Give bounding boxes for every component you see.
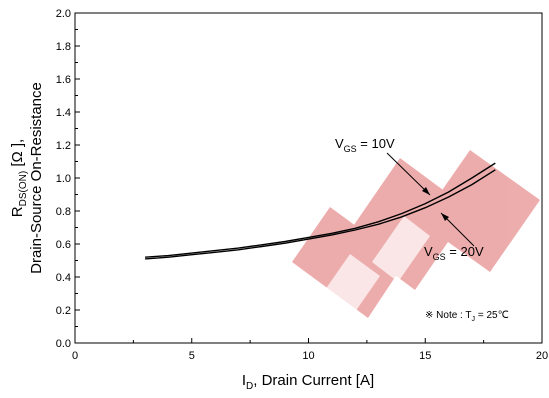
watermark-logo <box>292 150 540 322</box>
x-tick-label: 15 <box>419 350 431 362</box>
annotation-vgs-20v: VGS = 20V <box>424 244 484 262</box>
annotation-vgs-10v: VGS = 10V <box>335 136 395 154</box>
x-tick-label: 20 <box>536 350 548 362</box>
annotation-arrows <box>386 152 475 247</box>
series-line-vgs-20v <box>145 169 496 260</box>
y-tick-label: 1.0 <box>56 173 71 185</box>
y-tick-label: 0.8 <box>56 206 71 218</box>
y-tick-label: 1.2 <box>56 140 71 152</box>
y-tick-label: 0.0 <box>56 338 71 350</box>
x-axis-label: ID, Drain Current [A] <box>242 372 374 392</box>
y-axis-label-line2: Drain-Source On-Resistance <box>28 82 45 274</box>
note-text: ※ Note : TJ = 25℃ <box>425 310 509 323</box>
y-axis-label-line1: RDS(ON) [Ω ], <box>9 139 29 217</box>
arrow-vgs-10v <box>386 152 431 196</box>
arrowhead-vgs-20v <box>441 213 449 221</box>
axis-ticks: 0 5 10 15 20 0.0 0.2 0.4 0.6 0.8 1.0 1.2 1.4 1.6 1.8 2.… <box>56 8 548 362</box>
y-tick-label: 2.0 <box>56 8 71 20</box>
series-line-vgs-10v <box>145 162 496 258</box>
x-tick-label: 0 <box>72 350 78 362</box>
data-series <box>145 162 496 260</box>
y-tick-label: 0.4 <box>56 272 71 284</box>
y-tick-label: 1.4 <box>56 107 71 119</box>
y-tick-label: 1.6 <box>56 74 71 86</box>
x-tick-label: 10 <box>302 350 314 362</box>
x-tick-label: 5 <box>189 350 195 362</box>
y-tick-label: 0.2 <box>56 305 71 317</box>
y-tick-label: 0.6 <box>56 239 71 251</box>
y-tick-label: 1.8 <box>56 41 71 53</box>
arrowhead-vgs-10v <box>422 187 430 195</box>
